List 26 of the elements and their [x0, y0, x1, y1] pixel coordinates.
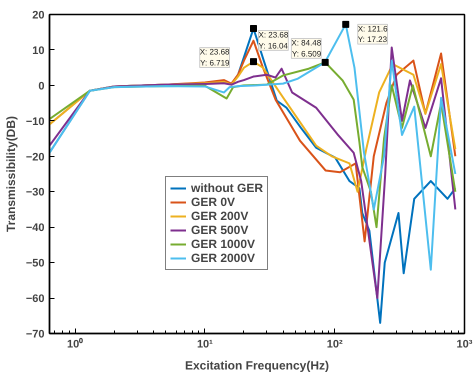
- annotation: X: 84.48 Y: 6.509: [291, 38, 322, 58]
- y-tick-label: −30: [26, 186, 45, 199]
- legend-label: GER 2000V: [191, 251, 256, 265]
- y-tick-label: 0: [38, 80, 45, 92]
- y-tick-label: −10: [26, 116, 45, 128]
- y-tick-label: 10: [32, 44, 45, 57]
- legend-label: GER 1000V: [191, 237, 256, 251]
- x-tick-label: 10³: [456, 338, 473, 350]
- y-tick-label: −70: [26, 328, 45, 340]
- legend-label: without GER: [191, 181, 263, 195]
- y-tick-label: −60: [26, 293, 45, 306]
- legend-label: GER 200V: [191, 209, 248, 223]
- y-tick-label: 20: [32, 10, 45, 22]
- legend-label: GER 500V: [191, 223, 248, 237]
- y-tick-label: −50: [26, 258, 45, 270]
- y-tick-label: −20: [26, 151, 45, 164]
- x-tick-label: 10⁰: [66, 338, 84, 350]
- annotation: X: 121.6 Y: 17.23: [358, 24, 388, 44]
- y-axis-title: Transmissibility(DB): [4, 116, 18, 232]
- x-tick-label: 10¹: [196, 338, 214, 350]
- x-tick-label: 10²: [326, 338, 343, 350]
- y-tick-label: −40: [26, 222, 45, 234]
- annotation: X: 23.68 Y: 6.719: [200, 48, 230, 68]
- legend-label: GER 0V: [191, 195, 236, 209]
- x-axis-title: Excitation Frequency(Hz): [184, 358, 330, 372]
- annotation: X: 23.68 Y: 16.04: [258, 30, 289, 50]
